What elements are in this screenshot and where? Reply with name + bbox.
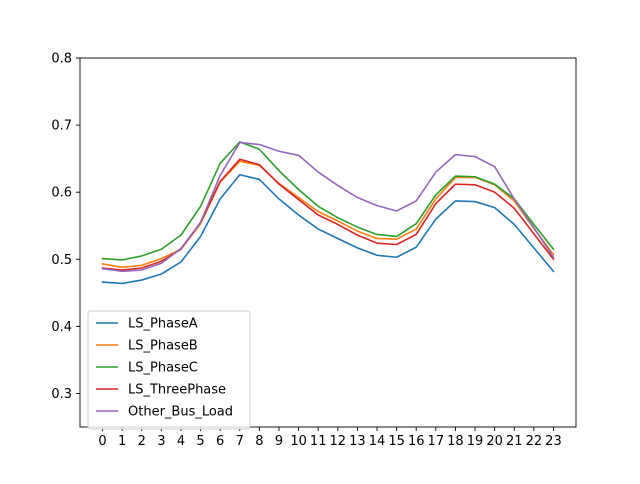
x-tick-label: 3 (157, 434, 165, 449)
x-tick-label: 14 (369, 434, 386, 449)
x-tick-label: 17 (428, 434, 445, 449)
y-tick-label: 0.8 (51, 52, 72, 67)
x-tick-label: 19 (467, 434, 484, 449)
series-layer (101, 141, 555, 285)
x-tick-label: 8 (255, 434, 263, 449)
x-tick-label: 11 (310, 434, 327, 449)
axes: 0 1 2 3 4 5 6 7 8 9 10 11 12 13 14 15 16 17 18 19 20 21 22 230.… (51, 52, 577, 449)
x-tick-label: 18 (447, 434, 464, 449)
x-tick-label: 4 (177, 434, 185, 449)
x-tick-label: 22 (526, 434, 543, 449)
x-tick-label: 7 (236, 434, 244, 449)
legend-label: LS_PhaseA (128, 317, 198, 332)
legend-box (87, 310, 251, 430)
y-tick-label: 0.6 (51, 186, 72, 201)
x-tick-label: 15 (388, 434, 405, 449)
x-tick-label: 5 (196, 434, 204, 449)
x-tick-label: 23 (545, 434, 562, 449)
x-tick-label: 0 (98, 434, 106, 449)
legend-label: LS_ThreePhase (128, 383, 226, 398)
legend: LS_PhaseA LS_PhaseB LS_PhaseC LS_ThreePhase… (87, 310, 251, 430)
x-tick-label: 16 (408, 434, 425, 449)
legend-label: LS_PhaseC (128, 361, 198, 376)
x-tick-label: 2 (138, 434, 146, 449)
x-tick-label: 1 (118, 434, 126, 449)
y-tick-label: 0.5 (51, 253, 72, 268)
x-tick-label: 12 (330, 434, 347, 449)
y-tick-label: 0.3 (51, 387, 72, 402)
x-tick-label: 20 (486, 434, 503, 449)
x-tick-label: 21 (506, 434, 523, 449)
y-tick-label: 0.4 (51, 320, 72, 335)
series-line-ls-phasea (101, 173, 555, 285)
x-tick-label: 6 (216, 434, 224, 449)
x-tick-label: 13 (349, 434, 366, 449)
series-line-other-bus-load (101, 141, 555, 273)
y-tick-label: 0.7 (51, 119, 72, 134)
legend-label: LS_PhaseB (128, 339, 198, 354)
axes-frame (79, 57, 577, 428)
x-tick-label: 9 (275, 434, 283, 449)
series-line-ls-phasec (101, 141, 555, 261)
legend-label: Other_Bus_Load (128, 405, 233, 420)
x-tick-label: 10 (290, 434, 307, 449)
